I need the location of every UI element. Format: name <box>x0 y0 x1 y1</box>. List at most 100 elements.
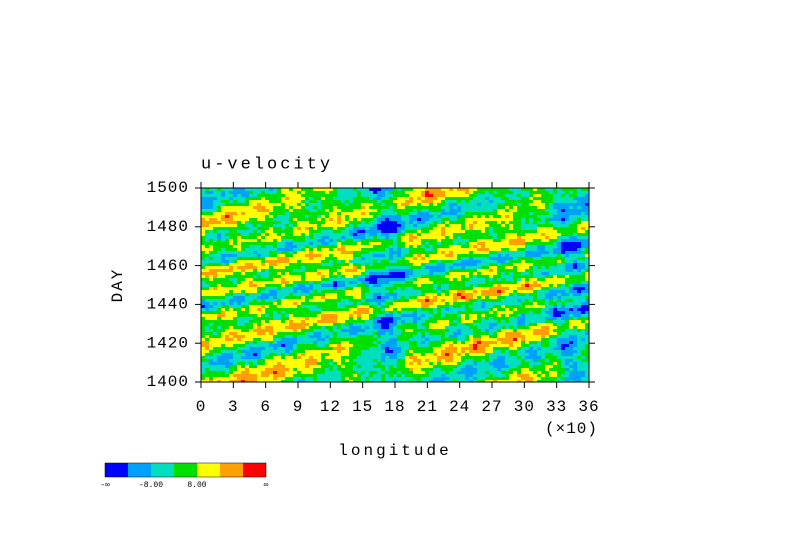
field-cell <box>361 281 365 284</box>
field-cell <box>469 296 473 299</box>
field-cell <box>257 302 261 305</box>
field-cell <box>413 206 417 209</box>
field-cell <box>493 284 497 287</box>
field-cell <box>533 287 537 290</box>
field-cell <box>413 248 417 251</box>
field-cell <box>321 248 325 251</box>
field-cell <box>441 338 445 341</box>
field-cell <box>249 326 253 329</box>
field-cell <box>553 251 557 254</box>
field-cell <box>425 218 429 221</box>
field-cell <box>557 221 561 224</box>
field-cell <box>377 302 381 305</box>
field-cell <box>269 284 273 287</box>
field-cell <box>501 224 505 227</box>
field-cell <box>457 326 461 329</box>
field-cell <box>449 338 453 341</box>
field-cell <box>457 257 461 260</box>
field-cell <box>209 323 213 326</box>
field-cell <box>213 260 217 263</box>
field-cell <box>449 332 453 335</box>
field-cell <box>413 275 417 278</box>
field-cell <box>405 230 409 233</box>
field-cell <box>565 317 569 320</box>
field-cell <box>453 233 457 236</box>
field-cell <box>485 212 489 215</box>
field-cell <box>489 314 493 317</box>
field-cell <box>273 200 277 203</box>
field-cell <box>225 302 229 305</box>
field-cell <box>213 263 217 266</box>
field-cell <box>273 314 277 317</box>
field-cell <box>345 248 349 251</box>
field-cell <box>349 242 353 245</box>
field-cell <box>433 233 437 236</box>
field-cell <box>497 305 501 308</box>
field-cell <box>381 221 385 224</box>
field-cell <box>433 209 437 212</box>
field-cell <box>481 242 485 245</box>
field-cell <box>561 302 565 305</box>
field-cell <box>365 305 369 308</box>
field-cell <box>393 209 397 212</box>
field-cell <box>469 221 473 224</box>
field-cell <box>405 188 409 191</box>
field-cell <box>273 239 277 242</box>
field-cell <box>257 206 261 209</box>
field-cell <box>317 293 321 296</box>
field-cell <box>253 227 257 230</box>
field-cell <box>489 257 493 260</box>
field-cell <box>353 266 357 269</box>
field-cell <box>297 293 301 296</box>
field-cell <box>321 320 325 323</box>
field-cell <box>313 230 317 233</box>
field-cell <box>301 296 305 299</box>
field-cell <box>549 248 553 251</box>
field-cell <box>465 245 469 248</box>
field-cell <box>241 239 245 242</box>
field-cell <box>245 236 249 239</box>
field-cell <box>357 206 361 209</box>
field-cell <box>333 260 337 263</box>
field-cell <box>201 314 205 317</box>
field-cell <box>425 305 429 308</box>
field-cell <box>505 233 509 236</box>
field-cell <box>353 203 357 206</box>
field-cell <box>221 332 225 335</box>
field-cell <box>513 323 517 326</box>
field-cell <box>457 212 461 215</box>
field-cell <box>417 239 421 242</box>
field-cell <box>301 275 305 278</box>
field-cell <box>481 299 485 302</box>
field-cell <box>465 251 469 254</box>
field-cell <box>529 269 533 272</box>
field-cell <box>233 284 237 287</box>
field-cell <box>341 299 345 302</box>
field-cell <box>493 326 497 329</box>
field-cell <box>521 242 525 245</box>
field-cell <box>413 293 417 296</box>
field-cell <box>417 200 421 203</box>
field-cell <box>517 230 521 233</box>
field-cell <box>321 287 325 290</box>
field-cell <box>457 233 461 236</box>
field-cell <box>213 341 217 344</box>
field-cell <box>457 272 461 275</box>
field-cell <box>285 341 289 344</box>
field-cell <box>217 338 221 341</box>
field-cell <box>357 335 361 338</box>
field-cell <box>365 329 369 332</box>
field-cell <box>389 278 393 281</box>
field-cell <box>513 275 517 278</box>
field-cell <box>397 230 401 233</box>
field-cell <box>429 212 433 215</box>
field-cell <box>585 257 589 260</box>
field-cell <box>321 233 325 236</box>
field-cell <box>309 302 313 305</box>
field-cell <box>453 260 457 263</box>
field-cell <box>537 251 541 254</box>
field-cell <box>505 227 509 230</box>
field-cell <box>449 311 453 314</box>
field-cell <box>253 197 257 200</box>
field-cell <box>373 302 377 305</box>
